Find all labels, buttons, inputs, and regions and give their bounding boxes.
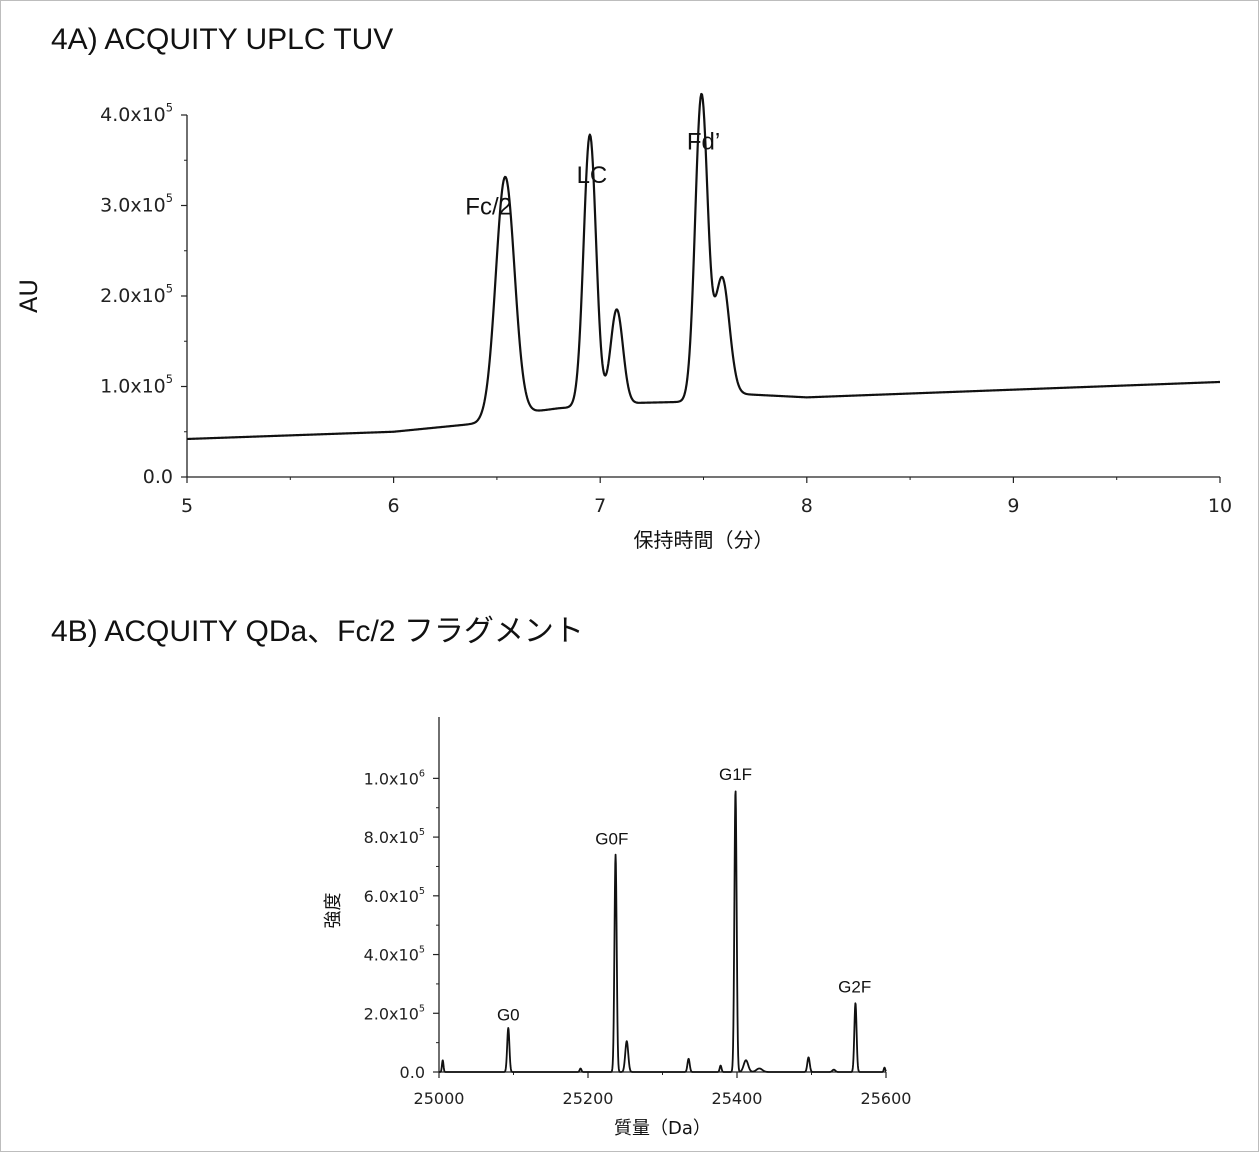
- x-tick-label: 6: [388, 495, 400, 517]
- y-axis-title: AU: [15, 279, 43, 313]
- x-tick-label: 25000: [414, 1089, 465, 1108]
- y-tick-label: 1.0x106: [364, 768, 425, 788]
- y-tick-label: 1.0x105: [100, 372, 173, 398]
- panel-b-title: 4B) ACQUITY QDa、Fc/2 フラグメント: [51, 615, 584, 648]
- peak-label: LC: [577, 162, 608, 189]
- x-axis-title: 質量（Da）: [614, 1118, 711, 1139]
- y-tick-label: 0.0: [143, 466, 173, 488]
- x-tick-label: 9: [1007, 495, 1019, 517]
- x-tick-label: 7: [594, 495, 606, 517]
- y-tick-label: 8.0x105: [364, 827, 425, 847]
- peak-label: G0F: [595, 829, 628, 848]
- peak-label: Fd’: [687, 128, 720, 155]
- data-line: [438, 790, 887, 1073]
- x-tick-label: 25600: [861, 1089, 912, 1108]
- panel-a-title: 4A) ACQUITY UPLC TUV: [51, 23, 394, 56]
- x-tick-label: 10: [1208, 495, 1232, 517]
- x-tick-label: 25200: [563, 1089, 614, 1108]
- peak-label: G1F: [719, 765, 752, 784]
- x-tick-label: 5: [181, 495, 193, 517]
- y-tick-label: 3.0x105: [100, 191, 173, 217]
- x-axis-title: 保持時間（分）: [634, 528, 774, 552]
- y-tick-label: 2.0x105: [364, 1003, 425, 1023]
- data-line: [186, 92, 1221, 441]
- y-tick-label: 4.0x105: [100, 101, 173, 127]
- y-tick-label: 6.0x105: [364, 886, 425, 906]
- y-tick-label: 4.0x105: [364, 945, 425, 965]
- peak-label: G2F: [838, 978, 871, 997]
- x-tick-label: 25400: [712, 1089, 763, 1108]
- peak-label: Fc/2: [465, 194, 512, 221]
- y-tick-label: 0.0: [400, 1063, 425, 1082]
- x-tick-label: 8: [801, 495, 813, 517]
- y-tick-label: 2.0x105: [100, 282, 173, 308]
- y-axis-title: 強度: [323, 893, 344, 929]
- peak-label: G0: [497, 1006, 520, 1025]
